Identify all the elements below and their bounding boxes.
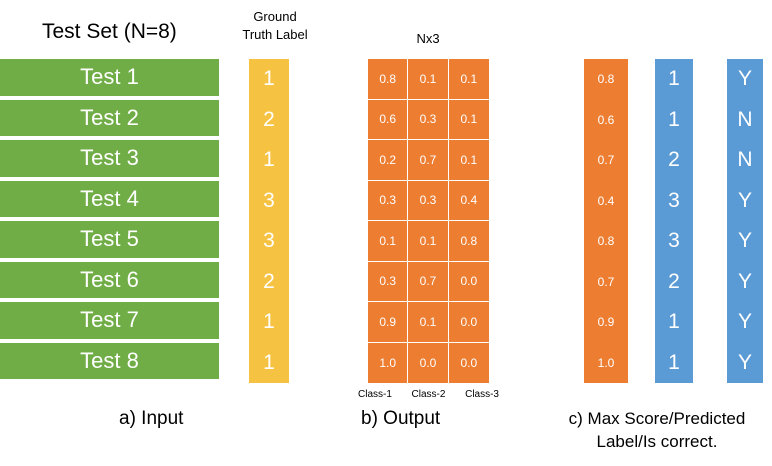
matrix-row: 0.8 0.1 0.1 <box>368 59 489 100</box>
output-caption: b) Output <box>361 408 441 429</box>
ground-truth-header-line2: Truth Label <box>242 27 308 42</box>
score-cell: 0.4 <box>448 180 489 221</box>
max-score-cell: 0.4 <box>597 193 615 208</box>
is-correct-cell: Y <box>737 269 752 293</box>
score-cell: 0.1 <box>408 221 449 262</box>
max-score-cell: 0.6 <box>597 112 615 127</box>
input-caption: a) Input <box>119 408 184 429</box>
max-score-cell: 0.7 <box>597 274 615 289</box>
score-cell: 0.3 <box>408 99 449 140</box>
score-cell: 0.7 <box>408 140 449 181</box>
score-cell: 0.0 <box>408 342 449 383</box>
matrix-row: 0.3 0.3 0.4 <box>368 180 489 221</box>
ground-truth-cell: 1 <box>263 350 275 374</box>
ground-truth-header-line1: Ground <box>253 9 297 24</box>
max-score-cell: 0.7 <box>597 153 615 168</box>
predicted-label-column: 1 1 2 3 3 2 1 1 <box>655 59 693 383</box>
ground-truth-column: 1 2 1 3 3 2 1 1 <box>249 59 289 383</box>
predicted-label-cell: 3 <box>668 229 680 253</box>
score-cell: 0.8 <box>368 59 409 100</box>
result-caption-line1: c) Max Score/Predicted <box>568 409 746 428</box>
result-caption-line2: Label/Is correct. <box>596 432 718 451</box>
score-cell: 0.3 <box>368 261 409 302</box>
test-row: Test 4 <box>0 180 219 217</box>
score-cell: 0.3 <box>368 180 409 221</box>
test-row: Test 7 <box>0 302 219 339</box>
ground-truth-cell: 1 <box>263 310 275 334</box>
ground-truth-cell: 1 <box>263 67 275 91</box>
predicted-label-cell: 1 <box>668 350 680 374</box>
score-cell: 0.6 <box>368 99 409 140</box>
is-correct-cell: Y <box>737 229 752 253</box>
score-cell: 0.1 <box>448 59 489 100</box>
is-correct-cell: Y <box>737 350 752 374</box>
matrix-row: 0.6 0.3 0.1 <box>368 99 489 140</box>
score-cell: 0.2 <box>368 140 409 181</box>
ground-truth-cell: 2 <box>263 269 275 293</box>
score-cell: 0.3 <box>408 180 449 221</box>
score-cell: 0.0 <box>448 302 489 343</box>
predicted-label-cell: 2 <box>668 269 680 293</box>
result-caption: c) Max Score/Predicted Label/Is correct. <box>555 407 759 453</box>
test-row: Test 1 <box>0 59 219 96</box>
ground-truth-cell: 2 <box>263 107 275 131</box>
score-cell: 0.0 <box>448 342 489 383</box>
max-score-column: 0.8 0.6 0.7 0.4 0.8 0.7 0.9 1.0 <box>584 59 628 383</box>
is-correct-cell: Y <box>737 188 752 212</box>
ground-truth-header: Ground Truth Label <box>229 8 321 44</box>
ground-truth-cell: 3 <box>263 229 275 253</box>
score-cell: 0.1 <box>408 59 449 100</box>
is-correct-cell: N <box>737 107 753 131</box>
test-set-column: Test 1 Test 2 Test 3 Test 4 Test 5 Test 6 Test… <box>0 59 219 379</box>
matrix-row: 0.2 0.7 0.1 <box>368 140 489 181</box>
max-score-cell: 0.8 <box>597 234 615 249</box>
matrix-row: 0.3 0.7 0.0 <box>368 261 489 302</box>
class-label: Class-3 <box>465 389 499 400</box>
predicted-label-cell: 1 <box>668 310 680 334</box>
score-cell: 0.0 <box>448 261 489 302</box>
test-row: Test 2 <box>0 99 219 136</box>
predicted-label-cell: 2 <box>668 148 680 172</box>
score-cell: 0.8 <box>448 221 489 262</box>
predicted-label-cell: 3 <box>668 188 680 212</box>
score-cell: 1.0 <box>368 342 409 383</box>
class-labels: Class-1 Class-2 Class-3 <box>358 389 499 400</box>
test-set-title: Test Set (N=8) <box>42 20 177 43</box>
output-matrix: 0.8 0.1 0.1 0.6 0.3 0.1 0.2 0.7 0.1 0.3 0.3 0.4 0.1 0… <box>368 59 489 383</box>
score-cell: 0.1 <box>448 99 489 140</box>
test-row: Test 6 <box>0 261 219 298</box>
matrix-row: 0.1 0.1 0.8 <box>368 221 489 262</box>
class-label: Class-2 <box>411 389 446 400</box>
score-cell: 0.1 <box>368 221 409 262</box>
predicted-label-cell: 1 <box>668 67 680 91</box>
ground-truth-cell: 1 <box>263 148 275 172</box>
ground-truth-cell: 3 <box>263 188 275 212</box>
score-cell: 0.7 <box>408 261 449 302</box>
test-row: Test 3 <box>0 140 219 177</box>
max-score-cell: 0.9 <box>597 315 615 330</box>
is-correct-cell: N <box>737 148 753 172</box>
max-score-cell: 1.0 <box>597 355 615 370</box>
score-cell: 0.1 <box>408 302 449 343</box>
is-correct-cell: Y <box>737 310 752 334</box>
max-score-cell: 0.8 <box>597 72 615 87</box>
predicted-label-cell: 1 <box>668 107 680 131</box>
matrix-row: 0.9 0.1 0.0 <box>368 302 489 343</box>
score-cell: 0.1 <box>448 140 489 181</box>
class-label: Class-1 <box>358 389 392 400</box>
matrix-row: 1.0 0.0 0.0 <box>368 342 489 383</box>
test-row: Test 5 <box>0 221 219 258</box>
output-header: Nx3 <box>416 31 440 46</box>
score-cell: 0.9 <box>368 302 409 343</box>
test-row: Test 8 <box>0 342 219 379</box>
is-correct-cell: Y <box>737 67 752 91</box>
